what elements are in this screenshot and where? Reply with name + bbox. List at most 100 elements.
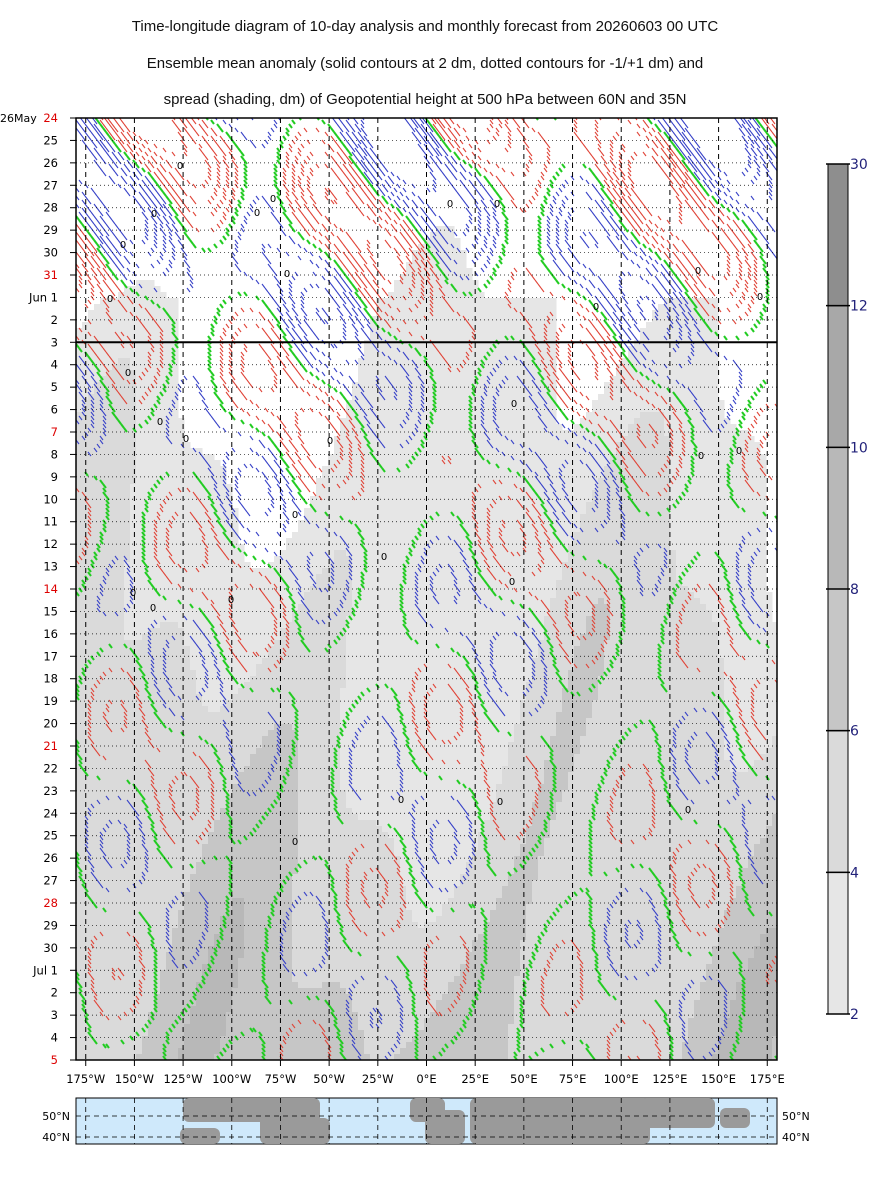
spread-cell — [136, 568, 143, 575]
spread-cell — [664, 298, 671, 305]
spread-cell — [220, 556, 227, 563]
spread-cell — [454, 298, 461, 305]
spread-cell — [628, 436, 635, 443]
spread-cell — [724, 556, 731, 563]
spread-cell — [502, 556, 509, 563]
spread-cell — [682, 514, 689, 521]
spread-cell — [448, 538, 455, 545]
spread-cell — [136, 406, 143, 413]
spread-cell — [304, 580, 311, 587]
spread-cell — [502, 346, 509, 353]
spread-cell — [760, 538, 767, 545]
spread-cell — [388, 436, 395, 443]
spread-cell — [604, 412, 611, 419]
spread-cell — [352, 448, 359, 455]
spread-cell — [700, 532, 707, 539]
spread-cell — [496, 448, 503, 455]
spread-cell — [136, 616, 143, 623]
spread-cell — [214, 526, 221, 533]
spread-cell — [544, 364, 551, 371]
spread-cell — [100, 622, 107, 629]
spread-cell — [490, 406, 497, 413]
spread-cell — [424, 382, 431, 389]
spread-cell — [400, 544, 407, 551]
spread-cell — [400, 286, 407, 293]
spread-cell — [154, 496, 161, 503]
spread-cell — [142, 490, 149, 497]
spread-cell — [760, 526, 767, 533]
spread-cell — [136, 526, 143, 533]
spread-cell — [466, 346, 473, 353]
spread-cell — [484, 424, 491, 431]
spread-cell — [412, 256, 419, 263]
spread-cell — [256, 580, 263, 587]
spread-cell — [106, 556, 113, 563]
spread-cell — [598, 496, 605, 503]
spread-cell — [628, 604, 635, 611]
spread-cell — [88, 484, 95, 491]
spread-cell — [364, 592, 371, 599]
spread-cell — [736, 442, 743, 449]
spread-cell — [466, 430, 473, 437]
spread-cell — [142, 298, 149, 305]
spread-cell — [478, 430, 485, 437]
spread-cell — [532, 496, 539, 503]
spread-cell — [622, 412, 629, 419]
spread-cell — [610, 616, 617, 623]
spread-cell — [490, 484, 497, 491]
spread-cell — [160, 310, 167, 317]
spread-cell — [130, 346, 137, 353]
spread-cell — [448, 304, 455, 311]
spread-cell — [616, 418, 623, 425]
spread-cell — [640, 406, 647, 413]
spread-cell — [502, 472, 509, 479]
spread-cell — [154, 322, 161, 329]
spread-cell — [388, 514, 395, 521]
spread-cell — [754, 520, 761, 527]
spread-cell — [154, 502, 161, 509]
spread-cell — [406, 376, 413, 383]
spread-cell — [604, 532, 611, 539]
spread-cell — [664, 400, 671, 407]
spread-cell — [670, 610, 677, 617]
spread-cell — [700, 376, 707, 383]
spread-cell — [100, 418, 107, 425]
spread-cell — [106, 442, 113, 449]
spread-cell — [586, 430, 593, 437]
spread-cell — [688, 508, 695, 515]
spread-cell — [466, 526, 473, 533]
spread-cell — [640, 424, 647, 431]
spread-cell — [616, 370, 623, 377]
spread-cell — [388, 292, 395, 299]
spread-cell — [418, 286, 425, 293]
spread-cell — [490, 316, 497, 323]
spread-cell — [610, 412, 617, 419]
spread-cell — [508, 364, 515, 371]
spread-cell — [418, 364, 425, 371]
spread-cell — [694, 508, 701, 515]
spread-cell — [712, 568, 719, 575]
spread-cell — [400, 520, 407, 527]
spread-cell — [514, 514, 521, 521]
spread-cell — [358, 478, 365, 485]
spread-cell — [436, 538, 443, 545]
spread-cell — [424, 412, 431, 419]
spread-cell — [220, 610, 227, 617]
spread-cell — [454, 454, 461, 461]
spread-cell — [196, 598, 203, 605]
spread-cell — [154, 376, 161, 383]
spread-cell — [532, 466, 539, 473]
spread-cell — [220, 484, 227, 491]
spread-cell — [442, 520, 449, 527]
spread-cell — [352, 424, 359, 431]
spread-cell — [394, 538, 401, 545]
spread-cell — [436, 610, 443, 617]
spread-cell — [94, 520, 101, 527]
spread-cell — [520, 568, 527, 575]
spread-cell — [226, 508, 233, 515]
spread-cell — [118, 568, 125, 575]
spread-cell — [712, 310, 719, 317]
spread-cell — [166, 478, 173, 485]
spread-cell — [598, 532, 605, 539]
spread-cell — [160, 496, 167, 503]
